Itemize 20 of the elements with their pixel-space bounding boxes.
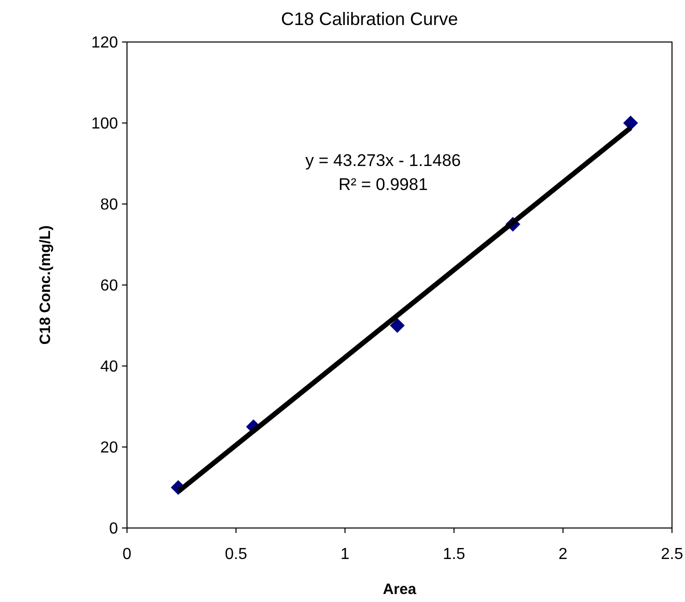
x-tick-label: 0	[122, 546, 132, 563]
y-tick-label: 120	[91, 34, 118, 52]
y-tick-label: 40	[100, 358, 118, 376]
y-tick-label: 20	[100, 440, 118, 457]
x-tick-label: 0.5	[224, 546, 248, 563]
y-tick-label: 0	[109, 520, 118, 538]
y-tick-label: 80	[100, 196, 118, 214]
y-tick-label: 100	[91, 116, 118, 133]
annotation: R² = 0.9981	[338, 175, 428, 194]
y-tick-label: 60	[100, 278, 118, 295]
x-axis-title: Area	[382, 581, 417, 598]
x-tick-label: 1.5	[442, 546, 466, 563]
chart-title: C18 Calibration Curve	[280, 9, 458, 29]
y-axis-title: C18 Conc.(mg/L)	[37, 225, 54, 345]
x-tick-label: 2	[558, 546, 568, 563]
annotation: y = 43.273x - 1.1486	[305, 151, 461, 170]
x-tick-label: 2.5	[660, 546, 684, 563]
point	[623, 116, 638, 130]
x-tick-label: 1	[340, 546, 350, 563]
point	[390, 318, 405, 333]
